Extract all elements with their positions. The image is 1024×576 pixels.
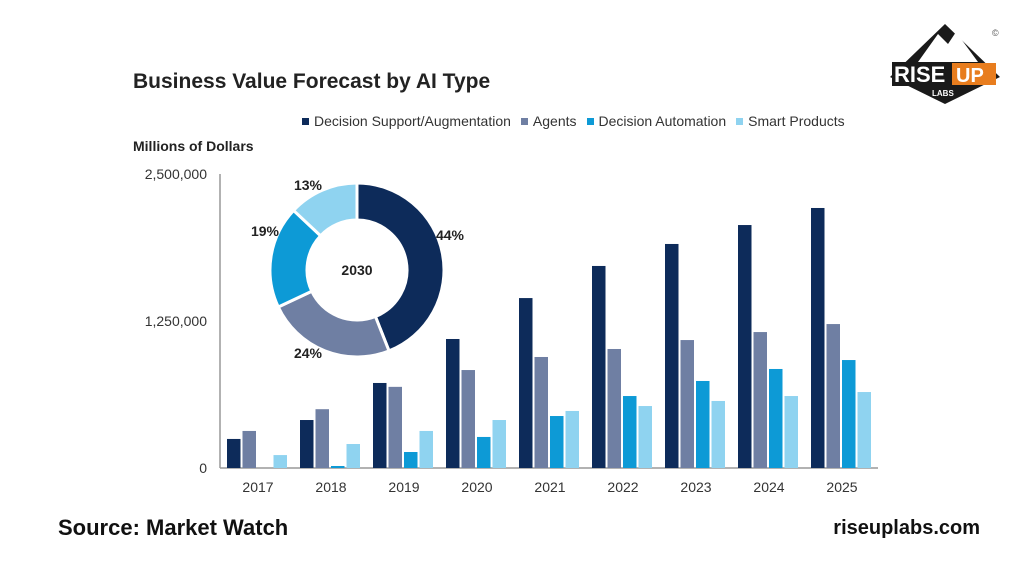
- bar-2023-3: [711, 400, 725, 468]
- bar-2023-2: [696, 380, 710, 468]
- x-tick-label: 2024: [753, 479, 784, 495]
- legend-swatch: [736, 117, 744, 125]
- svg-text:UP: UP: [956, 65, 984, 87]
- x-tick-label: 2021: [534, 479, 565, 495]
- donut-label: 24%: [294, 345, 323, 361]
- bar-2018-0: [300, 420, 314, 468]
- bar-2019-3: [419, 430, 433, 468]
- bar-2020-2: [477, 436, 491, 468]
- y-axis-label: Millions of Dollars: [133, 138, 254, 154]
- x-tick-label: 2022: [607, 479, 638, 495]
- legend: Decision Support/Augmentation Agents Decis…: [302, 113, 845, 129]
- bar-2019-0: [373, 382, 387, 468]
- legend-item: Decision Support/Augmentation: [302, 113, 511, 129]
- x-tick-label: 2018: [315, 479, 346, 495]
- x-tick-label: 2017: [242, 479, 273, 495]
- donut-center-label: 2030: [341, 262, 372, 278]
- bar-2025-0: [811, 207, 825, 469]
- donut-slice-3: [291, 181, 359, 238]
- bar-2021-1: [534, 356, 548, 468]
- bar-2022-3: [638, 406, 652, 468]
- svg-text:RISE: RISE: [894, 62, 945, 87]
- bar-2018-3: [346, 444, 360, 468]
- bar-2019-2: [404, 452, 418, 468]
- bar-2022-0: [592, 265, 606, 468]
- bar-2025-1: [826, 324, 840, 468]
- x-tick-label: 2019: [388, 479, 419, 495]
- riseup-labs-logo: RISE UP LABS ©: [890, 24, 1000, 104]
- bar-2019-1: [388, 386, 402, 468]
- bar-2020-0: [446, 338, 460, 468]
- x-tick-label: 2023: [680, 479, 711, 495]
- bar-2017-1: [242, 430, 256, 468]
- donut-label: 44%: [436, 227, 465, 243]
- bar-2018-1: [315, 409, 329, 468]
- source-note: Source: Market Watch: [58, 515, 289, 540]
- bar-2021-3: [565, 410, 579, 468]
- donut-slice-0: [355, 181, 446, 353]
- legend-item: Decision Automation: [586, 113, 727, 129]
- bar-2024-0: [738, 225, 752, 468]
- legend-item: Smart Products: [736, 113, 845, 129]
- bar-2024-3: [784, 396, 798, 468]
- bar-2022-1: [607, 348, 621, 468]
- bar-2024-2: [769, 368, 783, 468]
- bar-2024-1: [753, 332, 767, 468]
- bar-2023-1: [680, 340, 694, 468]
- bar-2021-0: [519, 298, 533, 468]
- legend-item: Agents: [520, 113, 577, 129]
- legend-label: Decision Automation: [598, 113, 727, 129]
- donut-label: 13%: [294, 177, 323, 193]
- bar-2020-1: [461, 370, 475, 468]
- y-tick-label: 2,500,000: [145, 166, 207, 182]
- legend-label: Smart Products: [748, 113, 845, 129]
- legend-label: Agents: [532, 113, 577, 129]
- x-tick-label: 2025: [826, 479, 857, 495]
- y-tick-label: 0: [199, 460, 207, 476]
- bar-2020-3: [492, 420, 506, 468]
- website-link[interactable]: riseuplabs.com: [833, 517, 980, 539]
- bar-2017-0: [227, 438, 241, 468]
- bar-2021-2: [550, 416, 564, 468]
- y-tick-label: 1,250,000: [145, 313, 207, 329]
- legend-swatch: [586, 117, 594, 125]
- bar-2022-2: [623, 396, 637, 468]
- donut-label: 19%: [251, 223, 280, 239]
- legend-swatch: [520, 117, 528, 125]
- svg-text:©: ©: [992, 28, 999, 38]
- bar-2017-3: [273, 455, 287, 468]
- x-tick-label: 2020: [461, 479, 492, 495]
- legend-swatch: [302, 117, 309, 125]
- bar-2025-3: [857, 392, 871, 468]
- chart-title: Business Value Forecast by AI Type: [133, 70, 491, 93]
- legend-label: Decision Support/Augmentation: [314, 113, 511, 129]
- bar-2018-2: [331, 466, 345, 468]
- svg-text:LABS: LABS: [932, 89, 954, 98]
- bar-2025-2: [842, 360, 856, 468]
- bar-2023-0: [665, 243, 679, 468]
